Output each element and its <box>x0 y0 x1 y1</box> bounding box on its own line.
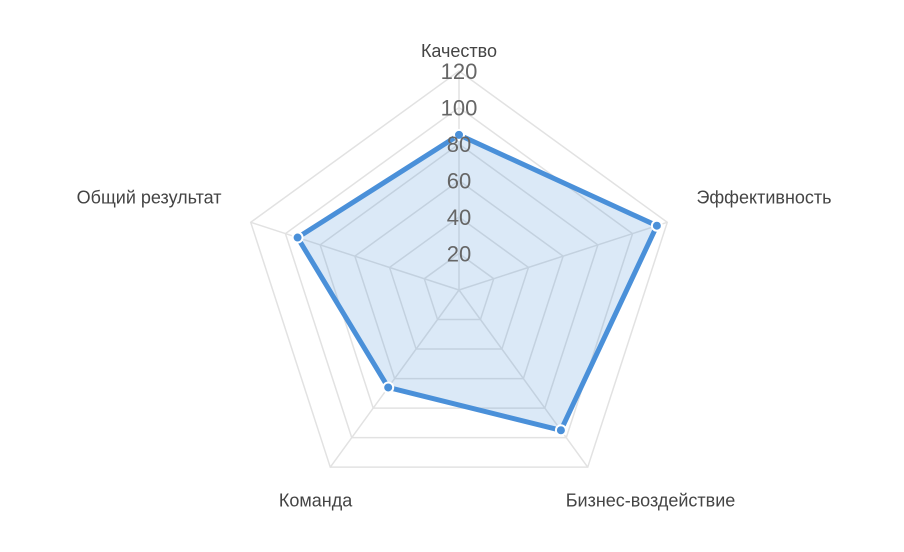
category-label: Эффективность <box>696 188 831 208</box>
r-tick-label: 80 <box>447 132 471 157</box>
data-point <box>382 381 395 394</box>
spoke <box>250 221 460 291</box>
r-tick-label: 100 <box>441 95 478 120</box>
spoke <box>458 289 589 468</box>
category-label: Общий результат <box>77 188 222 208</box>
data-point <box>650 219 663 232</box>
category-label: Бизнес-воздействие <box>566 491 736 511</box>
data-point <box>453 128 465 141</box>
category-label: Команда <box>279 491 353 511</box>
data-point <box>291 231 304 244</box>
grid-ring <box>423 252 495 321</box>
grid-ring <box>353 179 565 380</box>
grid-ring <box>319 143 599 409</box>
r-tick-label: 40 <box>447 205 471 230</box>
spoke <box>329 289 460 468</box>
series-area <box>295 132 660 433</box>
r-tick-label: 60 <box>447 168 471 193</box>
grid-ring <box>284 106 634 439</box>
data-point <box>554 424 567 437</box>
r-tick-label: 20 <box>447 241 471 266</box>
category-label: Качество <box>421 41 497 61</box>
grid-ring <box>388 216 530 350</box>
grid-ring <box>249 70 669 468</box>
r-tick-label: 120 <box>441 59 478 84</box>
spoke <box>458 221 668 291</box>
